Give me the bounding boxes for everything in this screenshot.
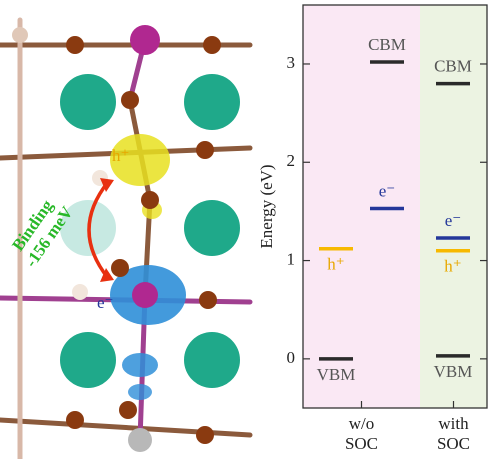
y-tick-label: 1: [287, 249, 296, 268]
atom: [119, 401, 137, 419]
atom: [121, 91, 139, 109]
atom: [72, 284, 88, 300]
x-tick-label: w/o: [349, 414, 375, 433]
atom: [12, 27, 28, 43]
y-tick-label: 3: [287, 53, 296, 72]
level-label: e⁻: [379, 181, 396, 200]
level-label: e⁻: [445, 211, 462, 230]
region: [303, 5, 420, 408]
binding-arrow: [87, 180, 110, 280]
y-tick-label: 0: [287, 348, 296, 367]
hole-label: h⁺: [112, 146, 129, 165]
level-label: CBM: [434, 57, 472, 76]
electron-density: [122, 353, 158, 377]
electron-label: e⁻: [97, 293, 114, 312]
y-tick-label: 2: [287, 151, 296, 170]
atom: [141, 191, 159, 209]
x-tick-label: with: [438, 414, 469, 433]
x-tick-label: SOC: [437, 434, 470, 453]
level-label: CBM: [368, 35, 406, 54]
level-label: h⁺: [327, 255, 344, 274]
atom: [111, 259, 129, 277]
atom: [196, 141, 214, 159]
x-tick-label: SOC: [345, 434, 378, 453]
atom: [66, 411, 84, 429]
atom: [66, 36, 84, 54]
atom: [196, 426, 214, 444]
atom: [60, 332, 116, 388]
anions: [66, 36, 221, 444]
metal-atom: [130, 25, 160, 55]
atom: [184, 332, 240, 388]
atom: [203, 36, 221, 54]
metal-atom: [132, 282, 158, 308]
hole-density: [110, 134, 170, 186]
atom: [184, 74, 240, 130]
level-label: h⁺: [444, 257, 461, 276]
plot-frame: [302, 4, 488, 409]
level-label: VBM: [317, 365, 356, 384]
atom: [128, 428, 152, 452]
atom: [184, 200, 240, 256]
cations: [60, 74, 240, 388]
atom: [199, 291, 217, 309]
atom: [60, 74, 116, 130]
y-axis-label: Energy (eV): [257, 164, 276, 248]
region: [420, 5, 487, 408]
level-label: VBM: [434, 362, 473, 381]
electron-density: [128, 384, 152, 400]
structure: h⁺ e⁻ Binding -156 meV: [0, 17, 253, 459]
